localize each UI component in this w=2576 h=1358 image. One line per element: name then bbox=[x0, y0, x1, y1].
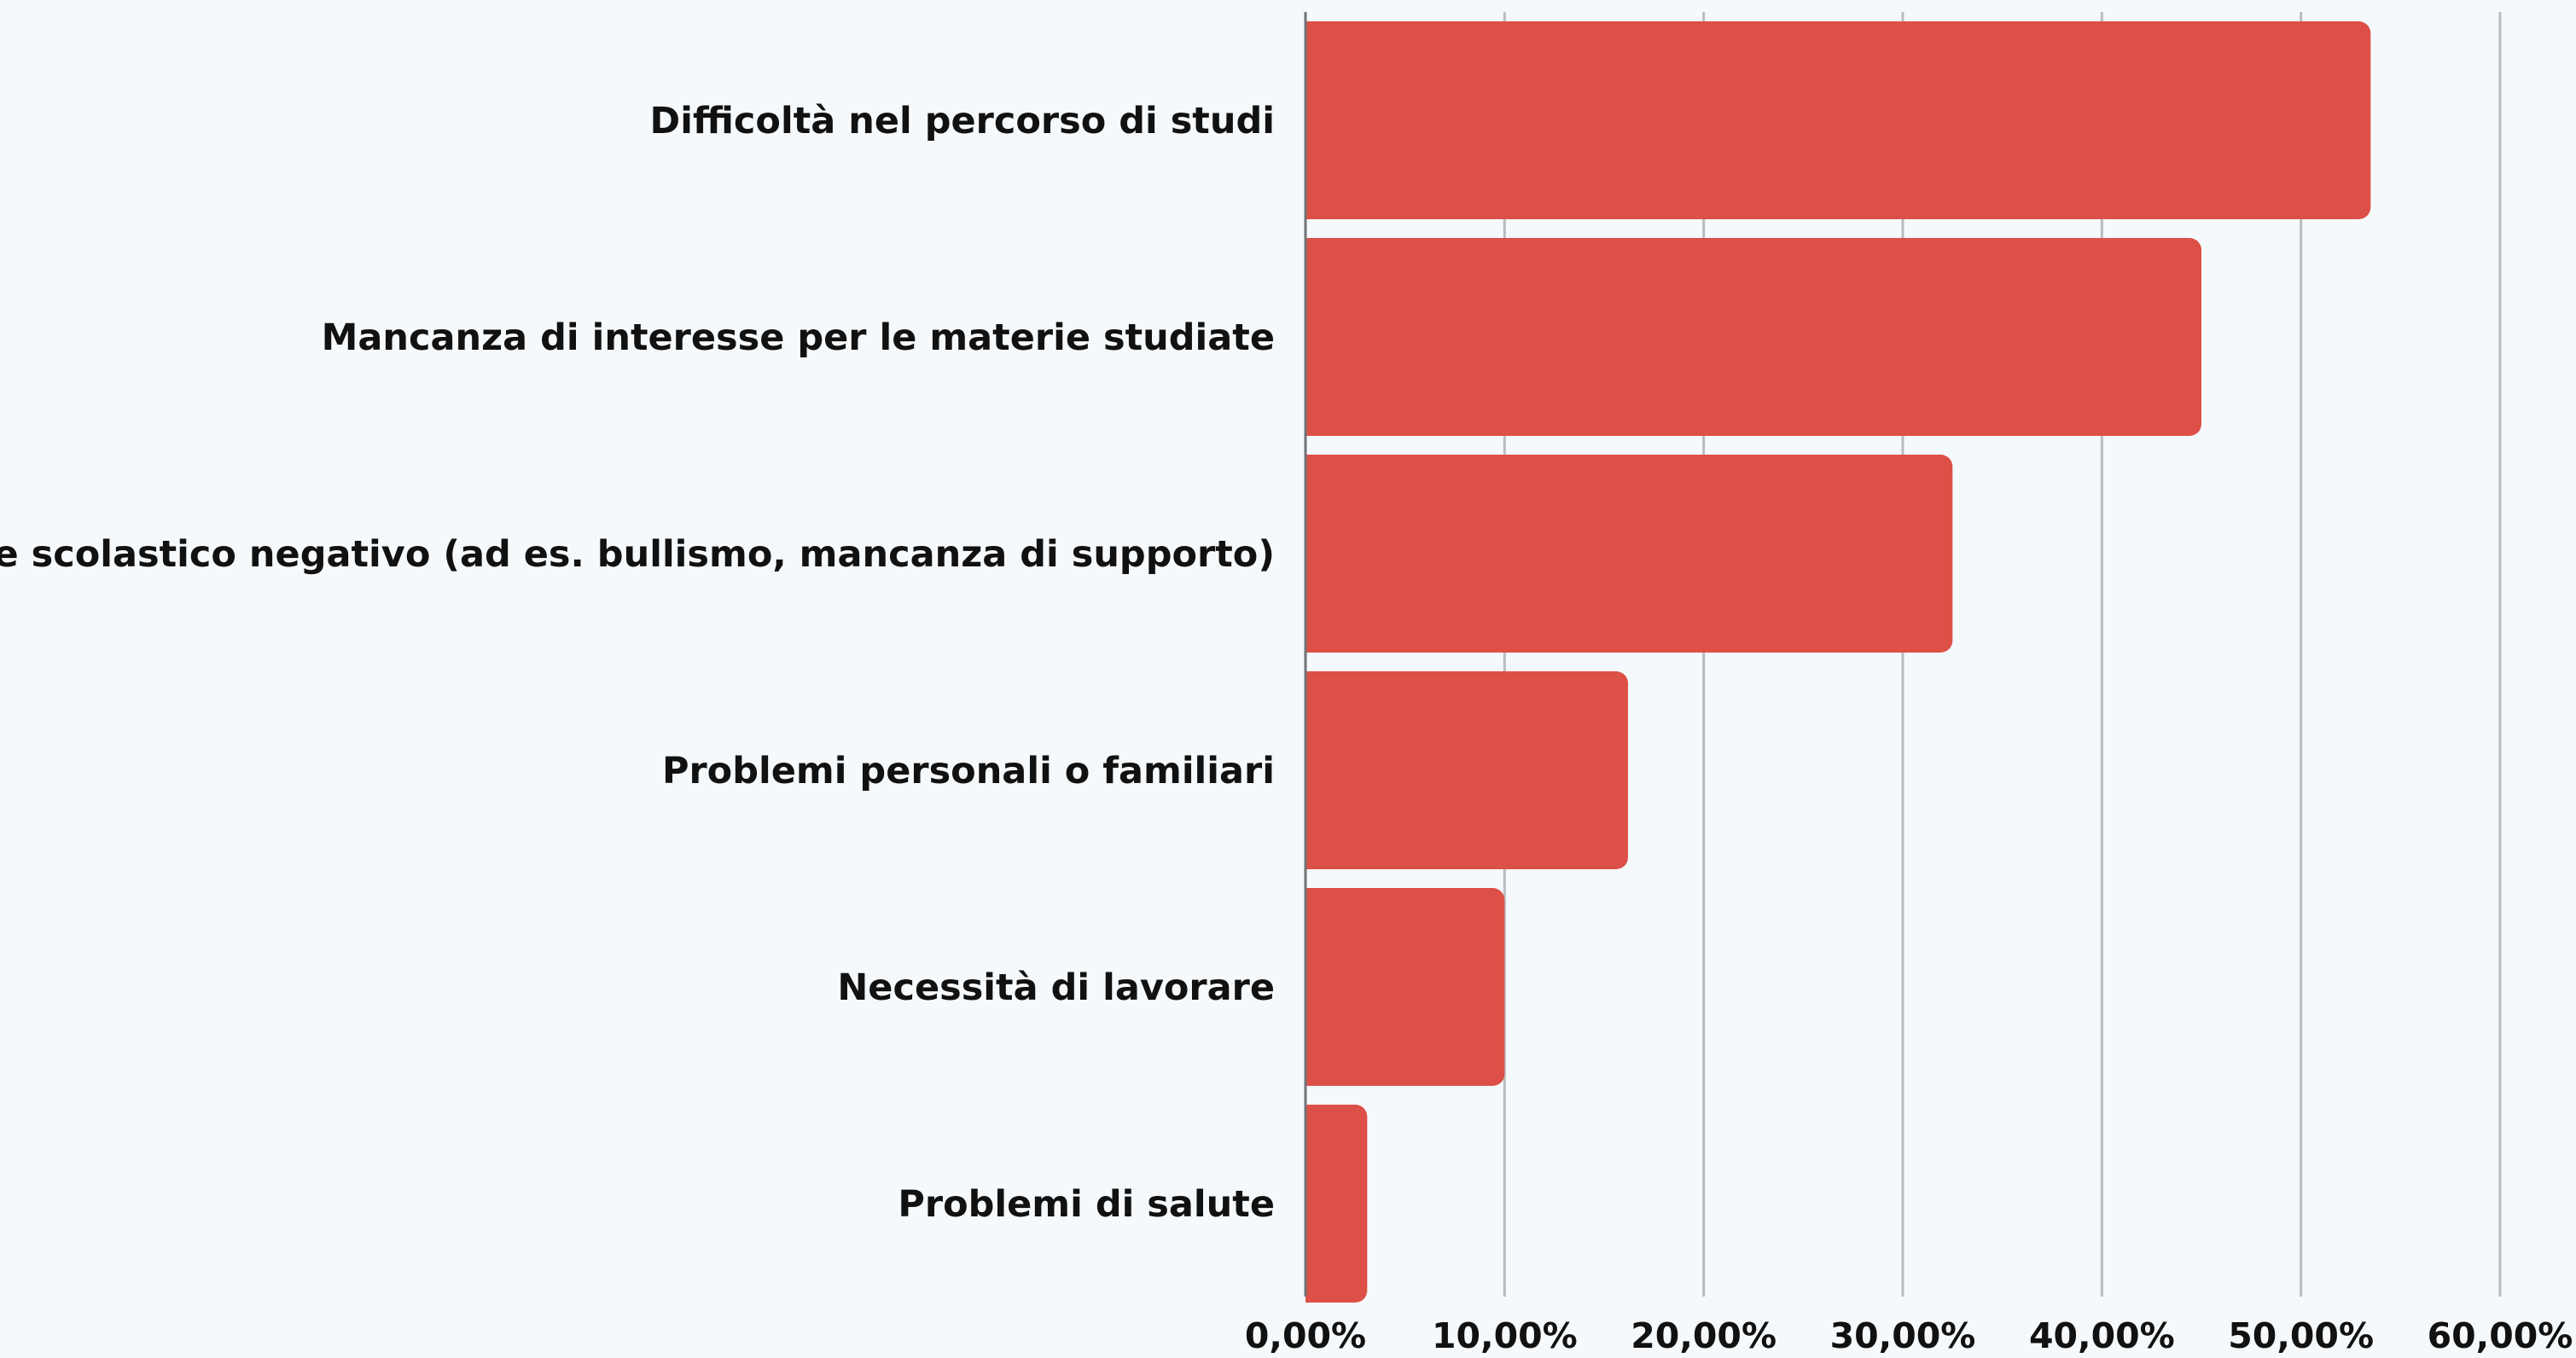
category-label-3: Problemi personali o familiari bbox=[662, 750, 1275, 792]
x-tick-label-6: 60,00% bbox=[2428, 1315, 2573, 1355]
category-label-5: Problemi di salute bbox=[898, 1183, 1275, 1226]
bar-3 bbox=[1305, 671, 1628, 869]
bar-4 bbox=[1305, 888, 1505, 1086]
category-label-1: Mancanza di interesse per le materie stu… bbox=[322, 316, 1275, 359]
gridlines bbox=[1503, 12, 2502, 1297]
bar-3-left-edge bbox=[1305, 671, 1323, 869]
bars bbox=[1305, 21, 2371, 1303]
bar-4-left-edge bbox=[1305, 888, 1323, 1086]
x-tick-label-1: 10,00% bbox=[1432, 1315, 1578, 1355]
x-tick-label-3: 30,00% bbox=[1830, 1315, 1976, 1355]
bar-5-left-edge bbox=[1305, 1105, 1323, 1303]
bar-0-left-edge bbox=[1305, 21, 1323, 219]
bar-0 bbox=[1305, 21, 2371, 219]
x-tick-labels: 0,00% 10,00% 20,00% 30,00% 40,00% 50,00% 60,00… bbox=[1245, 1315, 2573, 1356]
x-tick-label-2: 20,00% bbox=[1631, 1315, 1776, 1355]
category-label-4: Necessità di lavorare bbox=[837, 966, 1275, 1009]
bar-2-left-edge bbox=[1305, 455, 1323, 653]
bar-1-left-edge bbox=[1305, 238, 1323, 436]
category-label-0: Difficoltà nel percorso di studi bbox=[650, 100, 1275, 142]
bar-2 bbox=[1305, 455, 1953, 653]
x-tick-label-5: 50,00% bbox=[2228, 1315, 2374, 1355]
category-label-2: Ambiente scolastico negativo (ad es. bul… bbox=[0, 533, 1275, 576]
bar-1 bbox=[1305, 238, 2201, 436]
x-tick-label-0: 0,00% bbox=[1245, 1315, 1366, 1355]
category-labels: Difficoltà nel percorso di studi Mancanza… bbox=[0, 100, 1275, 1226]
x-tick-label-4: 40,00% bbox=[2029, 1315, 2175, 1355]
